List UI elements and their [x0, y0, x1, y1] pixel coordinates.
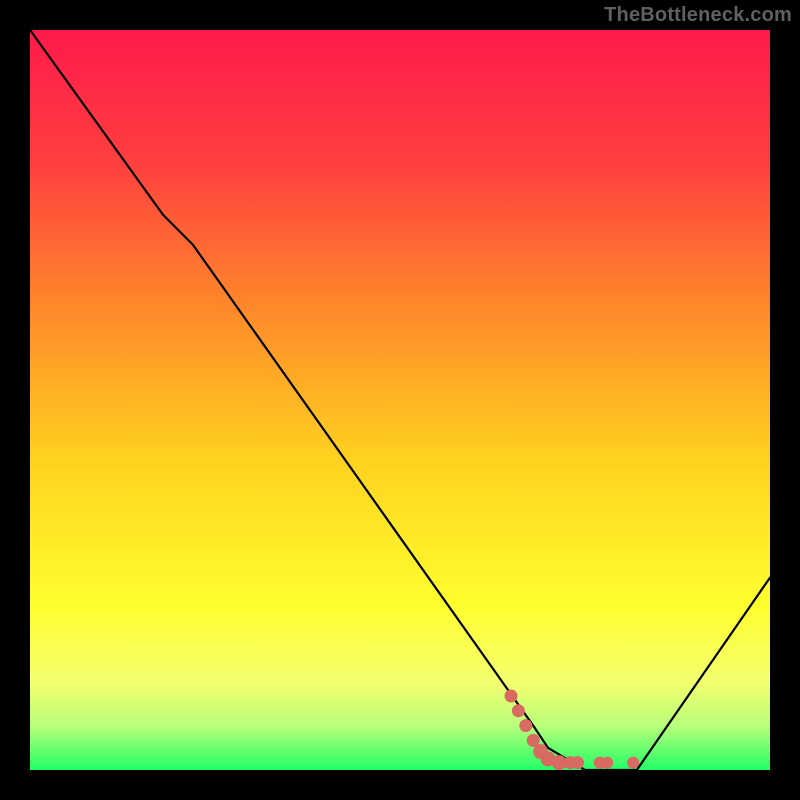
highlight-dot [571, 756, 584, 769]
highlight-dot [601, 757, 613, 769]
watermark-text: TheBottleneck.com [604, 4, 792, 27]
highlight-dot [627, 757, 639, 769]
chart-container: TheBottleneck.com [0, 0, 800, 800]
highlight-dot [505, 690, 518, 703]
plot-area [30, 30, 770, 770]
gradient-background [30, 30, 770, 770]
plot-svg [30, 30, 770, 770]
highlight-dot [512, 704, 525, 717]
highlight-dot [519, 719, 532, 732]
